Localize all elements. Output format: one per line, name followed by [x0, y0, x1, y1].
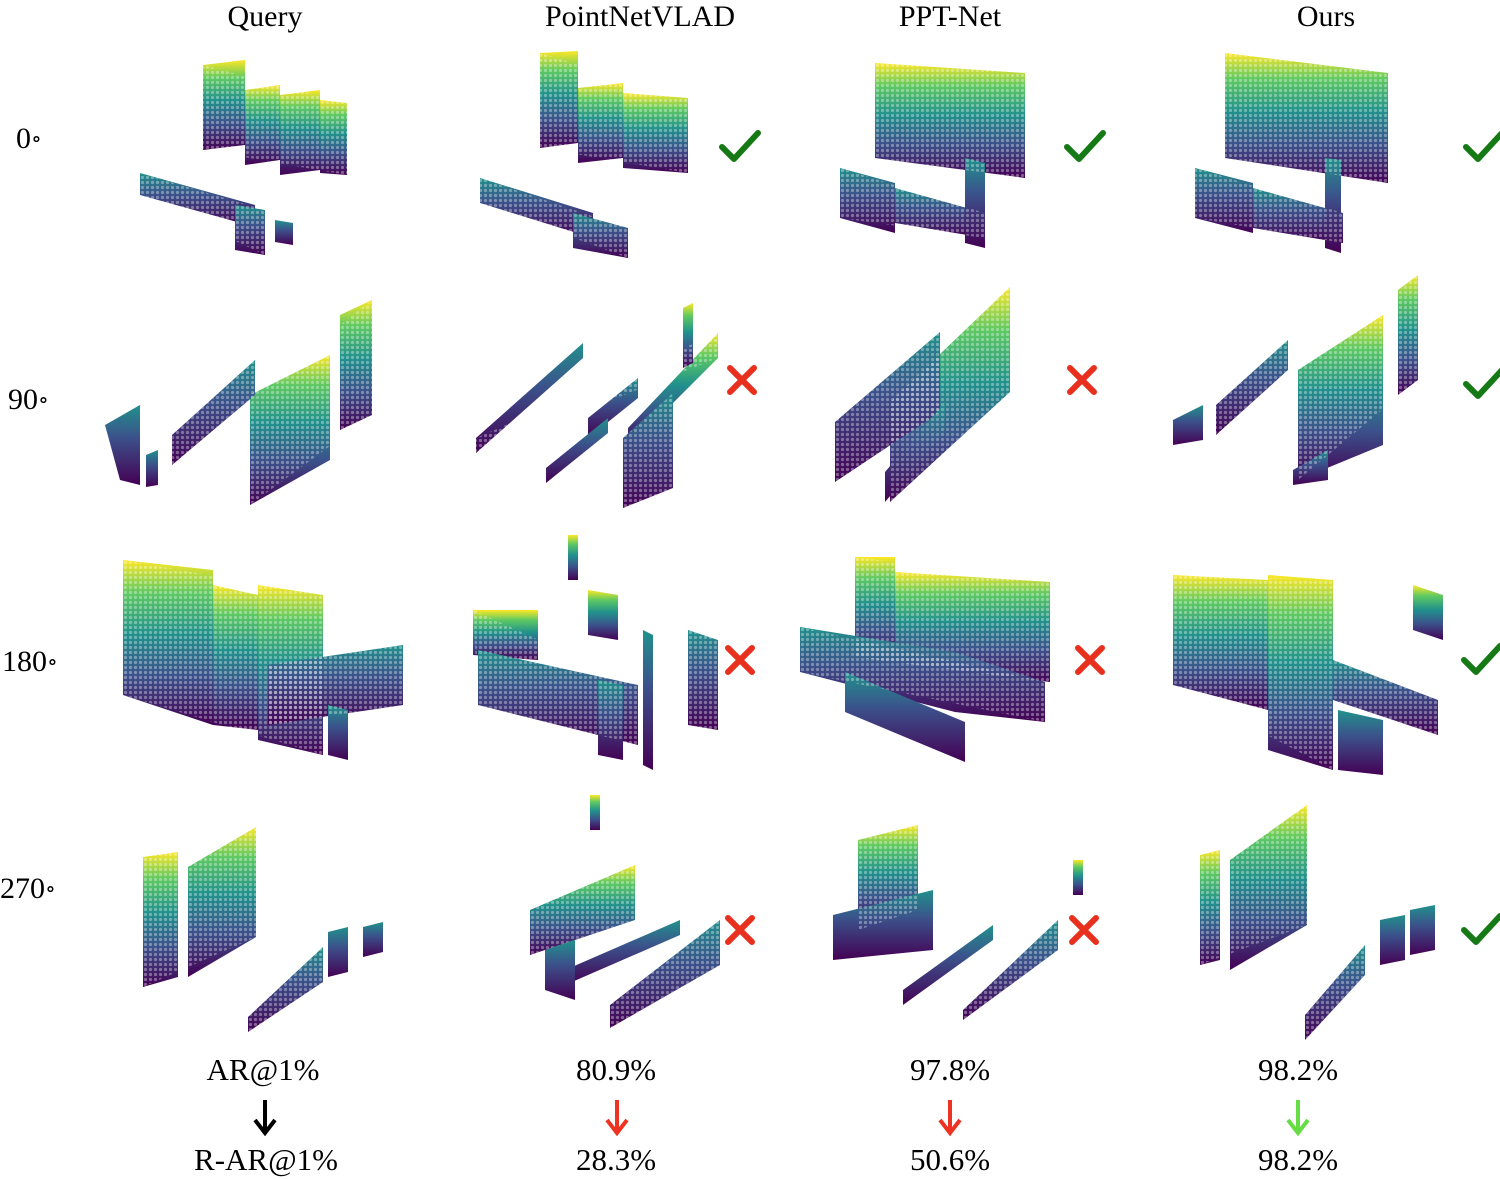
- rar-value-pptnet: 50.6%: [909, 1142, 991, 1177]
- rar-value-pointnetvlad: 28.3%: [575, 1142, 657, 1177]
- point-cloud-query-180: [123, 560, 403, 760]
- point-cloud-pptnet-180: [800, 557, 1050, 762]
- angle-value: 180: [2, 645, 47, 678]
- cross-icon: [722, 642, 758, 678]
- ar-value-ours: 98.2%: [1257, 1052, 1339, 1087]
- row-label-0: 0∘: [16, 122, 86, 156]
- degree-symbol: ∘: [47, 649, 58, 674]
- point-cloud-pointnetvlad-270: [530, 795, 720, 1028]
- point-cloud-ours-180: [1173, 575, 1443, 775]
- point-cloud-pointnetvlad-180: [473, 535, 718, 770]
- column-header-pointnetvlad: PointNetVLAD: [545, 0, 735, 33]
- check-icon: [1462, 125, 1500, 167]
- point-cloud-query-0: [140, 60, 347, 255]
- point-cloud-query-270: [143, 827, 383, 1032]
- point-cloud-pptnet-0: [840, 63, 1025, 248]
- column-header-ours: Ours: [1296, 0, 1356, 33]
- point-cloud-ours-0: [1195, 53, 1388, 253]
- point-cloud-ours-270: [1200, 805, 1435, 1040]
- ar-label: AR@1%: [206, 1052, 320, 1087]
- point-cloud-pointnetvlad-90: [476, 303, 718, 508]
- degree-symbol: ∘: [38, 387, 49, 412]
- row-label-270: 270∘: [0, 872, 70, 906]
- row-label-180: 180∘: [2, 645, 72, 679]
- point-cloud-pptnet-90: [835, 287, 1010, 502]
- rar-label: R-AR@1%: [194, 1142, 338, 1177]
- cross-icon: [724, 362, 760, 398]
- cross-icon: [722, 912, 758, 948]
- down-arrow-icon: [1286, 1100, 1310, 1136]
- angle-value: 0: [16, 122, 31, 155]
- rar-value-ours: 98.2%: [1257, 1142, 1339, 1177]
- cross-icon: [1066, 912, 1102, 948]
- cross-icon: [1064, 362, 1100, 398]
- angle-value: 270: [0, 872, 45, 905]
- degree-symbol: ∘: [45, 876, 56, 901]
- check-icon: [1460, 908, 1500, 950]
- ar-value-pptnet: 97.8%: [909, 1052, 991, 1087]
- point-cloud-pointnetvlad-0: [480, 51, 688, 258]
- check-icon: [718, 125, 764, 167]
- point-cloud-ours-90: [1173, 275, 1418, 485]
- ar-value-pointnetvlad: 80.9%: [575, 1052, 657, 1087]
- point-cloud-pptnet-270: [833, 825, 1083, 1020]
- cross-icon: [1072, 642, 1108, 678]
- check-icon: [1063, 125, 1109, 167]
- check-icon: [1462, 362, 1500, 404]
- row-label-90: 90∘: [8, 383, 78, 417]
- degree-symbol: ∘: [31, 126, 42, 151]
- column-header-query: Query: [227, 0, 303, 33]
- column-header-pptnet: PPT-Net: [898, 0, 1002, 33]
- point-cloud-query-90: [105, 300, 372, 505]
- check-icon: [1460, 638, 1500, 680]
- down-arrow-icon: [253, 1100, 277, 1136]
- down-arrow-icon: [938, 1100, 962, 1136]
- down-arrow-icon: [605, 1100, 629, 1136]
- angle-value: 90: [8, 383, 38, 416]
